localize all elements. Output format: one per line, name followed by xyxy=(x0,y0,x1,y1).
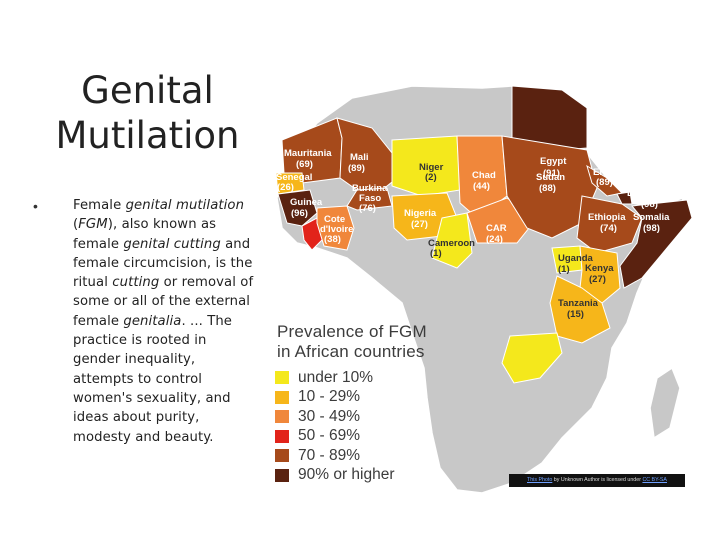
label-nigeria: Nigeria xyxy=(404,208,437,219)
legend-title-line-1: Prevalence of FGM xyxy=(277,322,427,341)
legend-swatch xyxy=(275,371,289,385)
legend-swatch xyxy=(275,429,289,443)
body-run: ( xyxy=(73,217,79,233)
legend-item: 50 - 69% xyxy=(275,427,455,447)
label-car-value: (24) xyxy=(486,234,503,245)
label-guinea-value: (96) xyxy=(291,208,308,219)
eritrea-region xyxy=(586,164,624,197)
body-run: ), also known as female xyxy=(73,217,217,252)
legend-swatch xyxy=(275,410,289,424)
label-senegal-value: (26) xyxy=(277,182,294,193)
legend-label: under 10% xyxy=(298,368,373,386)
label-niger-value: (2) xyxy=(425,172,437,183)
image-attribution: This Photo by Unknown Author is licensed… xyxy=(509,474,685,487)
legend-swatch xyxy=(275,390,289,404)
tanzania-region xyxy=(549,275,611,344)
label-faso: Faso xyxy=(359,193,381,204)
body-italic-run: genital mutilation xyxy=(125,198,245,213)
label-car: CAR xyxy=(486,223,507,234)
label-mali: Mali xyxy=(350,152,368,163)
title-line-2: Mutilation xyxy=(55,114,240,157)
legend-item: 30 - 49% xyxy=(275,407,455,427)
legend-label: 30 - 49% xyxy=(298,407,361,425)
burkina-faso-region xyxy=(346,187,393,211)
label-djibouti-value: (98) xyxy=(641,199,658,210)
label-egypt-value: (91) xyxy=(543,168,560,179)
legend-item: 70 - 89% xyxy=(275,446,455,466)
label-burkina: Burkina xyxy=(352,183,388,194)
label-senegal: Senegal xyxy=(276,172,312,183)
label-cote: Cote xyxy=(324,214,345,225)
body-italic-run: cutting xyxy=(112,275,160,291)
label-egypt: Egypt xyxy=(540,156,567,167)
legend: under 10% 10 - 29% 30 - 49% 50 - 69% 70 … xyxy=(275,368,455,485)
ethiopia-region xyxy=(576,195,643,254)
madagascar xyxy=(649,366,681,440)
label-uganda-value: (1) xyxy=(558,264,570,275)
bullet-marker: • xyxy=(33,198,38,214)
attribution-photo-link[interactable]: This Photo xyxy=(527,477,553,483)
body-run: . ... The practice is rooted in gender i… xyxy=(73,313,233,445)
legend-item: under 10% xyxy=(275,368,455,388)
attribution-license-link[interactable]: CC BY-SA xyxy=(642,477,667,483)
label-tanzania-value: (15) xyxy=(567,309,584,320)
legend-label: 50 - 69% xyxy=(298,427,361,445)
title-line-1: Genital xyxy=(81,69,214,112)
label-ethiopia: Ethiopia xyxy=(588,212,626,223)
label-sudan-value: (88) xyxy=(539,183,556,194)
legend-label: 70 - 89% xyxy=(298,446,361,464)
label-sudan: Sudan xyxy=(536,172,565,183)
label-kenya: Kenya xyxy=(585,263,614,274)
body-italic-run: FGM xyxy=(78,217,108,233)
senegal-region xyxy=(275,172,305,195)
body-run: Female xyxy=(73,198,126,213)
slide-title: Genital Mutilation xyxy=(40,68,255,158)
label-cameroon-value: (1) xyxy=(430,248,442,259)
body-run: or removal of some or all of the externa… xyxy=(73,275,254,329)
label-somalia-value: (98) xyxy=(643,223,660,234)
label-mali-value: (89) xyxy=(348,163,365,174)
legend-item: 90% or higher xyxy=(275,466,455,486)
label-ethiopia-value: (74) xyxy=(600,223,617,234)
label-eritrea: Eritrea xyxy=(593,167,624,178)
label-cameroon: Cameroon xyxy=(428,238,475,249)
somalia-region xyxy=(619,199,693,289)
legend-label: 90% or higher xyxy=(298,466,395,484)
label-burkina-faso-value: (76) xyxy=(359,203,376,214)
legend-title-line-2: in African countries xyxy=(277,342,425,361)
legend-title: Prevalence of FGM in African countries xyxy=(277,322,477,362)
legend-swatch xyxy=(275,468,289,482)
label-eritrea-value: (89) xyxy=(596,177,613,188)
bullet-text: Female genital mutilation (FGM), also kn… xyxy=(73,196,255,447)
body-italic-run: genitalia xyxy=(123,313,182,329)
label-divoire: d'Ivoire xyxy=(320,224,353,235)
label-nigeria-value: (27) xyxy=(411,219,428,230)
guinea-region xyxy=(277,189,318,227)
label-kenya-value: (27) xyxy=(589,274,606,285)
label-chad: Chad xyxy=(472,170,496,181)
label-mauritania-value: (69) xyxy=(296,159,313,170)
body-run: and female circumcision, is the ritual xyxy=(73,236,253,291)
attribution-text: by Unknown Author is licensed under xyxy=(552,477,643,483)
label-cote-divoire-value: (38) xyxy=(324,234,341,245)
label-djibouti: Djibouti xyxy=(627,188,662,199)
legend-swatch xyxy=(275,449,289,463)
sudan-region xyxy=(501,135,598,239)
label-somalia: Somalia xyxy=(633,212,670,223)
legend-label: 10 - 29% xyxy=(298,388,361,406)
label-guinea: Guinea xyxy=(290,197,323,208)
label-chad-value: (44) xyxy=(473,181,490,192)
body-italic-run: genital cutting xyxy=(123,236,221,252)
label-mauritania: Mauritania xyxy=(284,148,332,159)
africa-map-graphic: Egypt (91) Mauritania (69) Mali (89) Nig… xyxy=(275,85,693,494)
label-uganda: Uganda xyxy=(558,253,594,264)
zambia-region xyxy=(501,332,563,384)
label-tanzania: Tanzania xyxy=(558,298,599,309)
label-niger: Niger xyxy=(419,162,444,173)
legend-item: 10 - 29% xyxy=(275,388,455,408)
djibouti-region xyxy=(616,191,633,205)
africa-fgm-map: Egypt (91) Mauritania (69) Mali (89) Nig… xyxy=(262,78,720,508)
